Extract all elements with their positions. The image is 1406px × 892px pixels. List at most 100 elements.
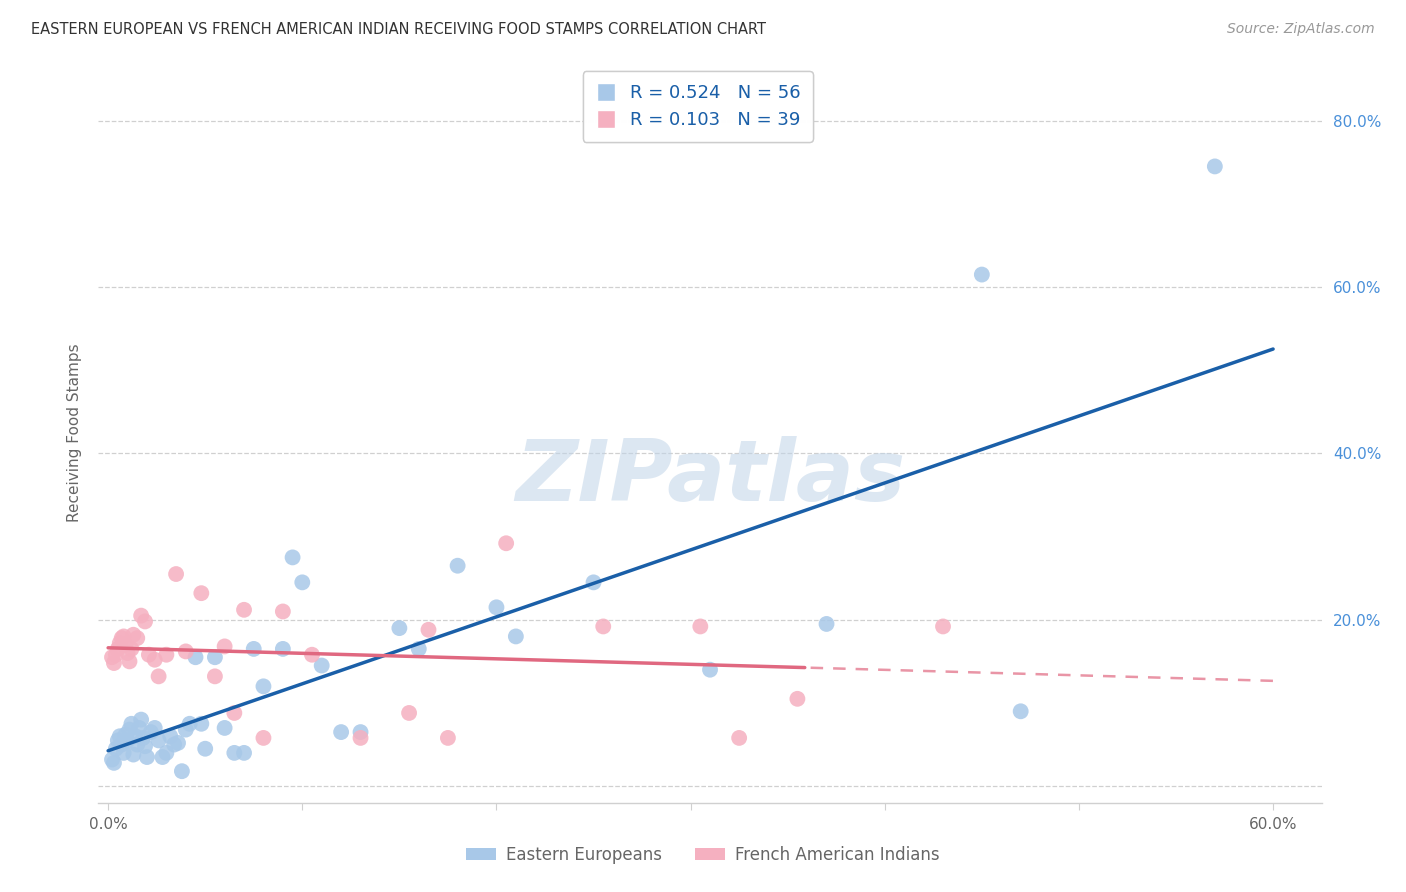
Point xyxy=(301,648,323,662)
Point xyxy=(120,716,142,731)
Point xyxy=(122,628,145,642)
Point xyxy=(165,567,187,582)
Point xyxy=(815,616,838,631)
Point xyxy=(101,650,124,665)
Legend: R = 0.524   N = 56, R = 0.103   N = 39: R = 0.524 N = 56, R = 0.103 N = 39 xyxy=(582,71,813,142)
Point xyxy=(132,731,155,745)
Point xyxy=(104,648,127,662)
Point xyxy=(190,716,212,731)
Text: EASTERN EUROPEAN VS FRENCH AMERICAN INDIAN RECEIVING FOOD STAMPS CORRELATION CHA: EASTERN EUROPEAN VS FRENCH AMERICAN INDI… xyxy=(31,22,766,37)
Point xyxy=(233,746,256,760)
Point xyxy=(214,721,236,735)
Point xyxy=(388,621,411,635)
Point xyxy=(281,550,304,565)
Point xyxy=(108,636,131,650)
Point xyxy=(592,619,614,633)
Point xyxy=(204,669,226,683)
Point xyxy=(148,669,170,683)
Point xyxy=(118,723,141,737)
Point xyxy=(418,623,440,637)
Y-axis label: Receiving Food Stamps: Receiving Food Stamps xyxy=(66,343,82,522)
Point xyxy=(143,721,166,735)
Point xyxy=(932,619,955,633)
Point xyxy=(163,738,186,752)
Point xyxy=(689,619,711,633)
Point xyxy=(330,725,353,739)
Point xyxy=(184,650,207,665)
Point xyxy=(224,706,246,720)
Point xyxy=(224,746,246,760)
Point xyxy=(271,641,294,656)
Point xyxy=(122,747,145,762)
Point xyxy=(134,615,156,629)
Point xyxy=(174,723,197,737)
Text: ZIPatlas: ZIPatlas xyxy=(515,435,905,518)
Point xyxy=(242,641,264,656)
Point xyxy=(204,650,226,665)
Point xyxy=(129,713,152,727)
Point xyxy=(728,731,751,745)
Point xyxy=(349,725,371,739)
Point xyxy=(104,741,127,756)
Point xyxy=(485,600,508,615)
Point xyxy=(117,646,139,660)
Point xyxy=(970,268,993,282)
Point xyxy=(103,656,125,670)
Point xyxy=(127,738,149,752)
Point xyxy=(291,575,314,590)
Point xyxy=(143,653,166,667)
Point xyxy=(107,733,129,747)
Point xyxy=(108,729,131,743)
Point xyxy=(252,731,274,745)
Point xyxy=(252,679,274,693)
Point xyxy=(174,644,197,658)
Point xyxy=(101,753,124,767)
Point xyxy=(134,739,156,754)
Point xyxy=(155,746,177,760)
Point xyxy=(582,575,605,590)
Point xyxy=(117,733,139,747)
Point xyxy=(112,746,135,760)
Point xyxy=(129,608,152,623)
Point xyxy=(170,764,193,779)
Point xyxy=(159,729,181,743)
Point xyxy=(107,641,129,656)
Point xyxy=(103,756,125,770)
Point xyxy=(786,691,808,706)
Point xyxy=(136,750,159,764)
Point xyxy=(233,603,256,617)
Point xyxy=(1204,160,1226,174)
Point xyxy=(138,648,160,662)
Point xyxy=(128,721,150,735)
Text: Source: ZipAtlas.com: Source: ZipAtlas.com xyxy=(1227,22,1375,37)
Point xyxy=(311,658,333,673)
Point xyxy=(495,536,517,550)
Point xyxy=(127,631,149,645)
Point xyxy=(111,631,134,645)
Point xyxy=(1010,704,1032,718)
Point xyxy=(120,641,142,656)
Point xyxy=(408,641,430,656)
Legend: Eastern Europeans, French American Indians: Eastern Europeans, French American India… xyxy=(460,839,946,871)
Point xyxy=(699,663,721,677)
Point xyxy=(179,716,201,731)
Point xyxy=(398,706,420,720)
Point xyxy=(139,725,162,739)
Point xyxy=(111,738,134,752)
Point xyxy=(118,654,141,668)
Point xyxy=(349,731,371,745)
Point xyxy=(446,558,468,573)
Point xyxy=(271,605,294,619)
Point xyxy=(214,640,236,654)
Point xyxy=(155,648,177,662)
Point xyxy=(112,629,135,643)
Point xyxy=(437,731,460,745)
Point xyxy=(124,729,146,743)
Point xyxy=(148,733,170,747)
Point xyxy=(194,741,217,756)
Point xyxy=(114,728,136,742)
Point xyxy=(505,629,527,643)
Point xyxy=(190,586,212,600)
Point xyxy=(114,638,136,652)
Point xyxy=(152,750,174,764)
